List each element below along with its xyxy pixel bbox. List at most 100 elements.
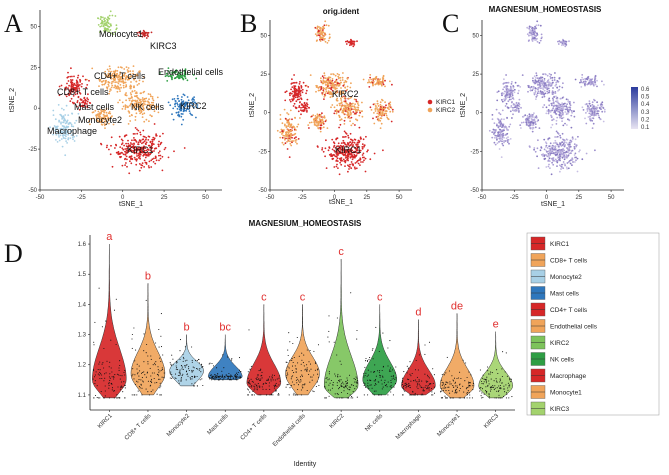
panel-a-point bbox=[108, 111, 111, 113]
violin-point-endothelial-cells bbox=[301, 374, 303, 376]
panel-a-point bbox=[125, 66, 128, 68]
panel-a-point bbox=[126, 69, 129, 71]
panel-a-x-tick-label: 50 bbox=[202, 195, 209, 201]
panel-a-point bbox=[179, 74, 182, 76]
panel-c-point bbox=[505, 88, 508, 91]
violin-point-cd4-t-cells bbox=[269, 394, 271, 396]
violin-point-cd8-t-cells bbox=[158, 346, 160, 348]
panel-a-point bbox=[104, 118, 107, 120]
panel-b-point bbox=[314, 33, 317, 35]
panel-c-point bbox=[574, 78, 577, 81]
panel-b-point bbox=[294, 81, 296, 84]
panel-c-point bbox=[570, 126, 573, 129]
panel-b-point bbox=[356, 40, 358, 43]
panel-c-point bbox=[541, 36, 543, 39]
panel-a-point bbox=[139, 133, 142, 136]
panel-a-point bbox=[68, 122, 70, 124]
panel-a-point bbox=[191, 99, 194, 101]
panel-a-point bbox=[145, 136, 148, 139]
panel-a-point bbox=[141, 138, 144, 141]
violin-point-cd8-t-cells bbox=[151, 382, 153, 384]
panel-b-point bbox=[389, 110, 392, 113]
panel-b-point bbox=[349, 120, 351, 122]
panel-a-point bbox=[173, 77, 176, 80]
panel-b-point bbox=[328, 79, 331, 82]
panel-c-point bbox=[502, 88, 504, 91]
panel-c-point bbox=[551, 93, 554, 95]
panel-b-point bbox=[357, 106, 360, 109]
violin-point-cd4-t-cells bbox=[273, 387, 275, 389]
panel-c-point bbox=[558, 77, 561, 79]
panel-a-point bbox=[124, 86, 127, 88]
panel-c-point bbox=[493, 122, 496, 125]
panel-c-point bbox=[581, 106, 584, 109]
panel-c-point bbox=[533, 38, 536, 41]
panel-a-point bbox=[79, 81, 82, 83]
panel-b-point bbox=[331, 78, 334, 80]
panel-a-point bbox=[159, 154, 162, 157]
panel-c-point bbox=[572, 110, 575, 113]
panel-c-point bbox=[531, 40, 534, 42]
panel-b-point bbox=[391, 108, 394, 111]
panel-c-point bbox=[576, 157, 579, 160]
panel-b-point bbox=[350, 167, 353, 170]
violin-point-cd4-t-cells bbox=[258, 394, 260, 396]
violin-point-cd8-t-cells bbox=[138, 375, 140, 377]
violin-point-endothelial-cells bbox=[289, 359, 291, 362]
violin-point-monocyte2 bbox=[185, 371, 188, 373]
panel-c-point bbox=[566, 147, 568, 149]
panel-a-point bbox=[92, 117, 95, 120]
panel-b-point bbox=[343, 119, 346, 122]
violin-point-kirc1 bbox=[121, 386, 123, 388]
panel-b-point bbox=[336, 157, 339, 160]
panel-c-point bbox=[514, 110, 517, 113]
panel-b-point bbox=[329, 91, 331, 94]
panel-b-point bbox=[335, 155, 338, 158]
panel-a-point bbox=[157, 111, 160, 114]
panel-a-point bbox=[71, 75, 73, 78]
panel-a-point bbox=[74, 122, 76, 124]
panel-a-point bbox=[149, 140, 152, 143]
panel-c-point bbox=[570, 114, 573, 117]
panel-b-point bbox=[291, 98, 293, 101]
panel-b-point bbox=[297, 90, 300, 93]
panel-a-point bbox=[135, 91, 138, 94]
panel-a-point bbox=[109, 10, 112, 13]
violin-point-monocyte2 bbox=[178, 380, 180, 382]
panel-a-point bbox=[181, 74, 184, 77]
panel-b-point bbox=[340, 101, 343, 103]
panel-b-point bbox=[377, 105, 380, 107]
panel-a-point bbox=[104, 27, 107, 29]
panel-b-point bbox=[319, 29, 322, 31]
panel-a-point bbox=[165, 72, 168, 75]
violin-point-kirc1 bbox=[103, 347, 105, 350]
violin-point-cd4-t-cells bbox=[277, 394, 279, 396]
panel-c-point bbox=[589, 119, 592, 122]
panel-a-point bbox=[141, 113, 144, 116]
panel-a-point bbox=[76, 76, 79, 79]
panel-a-point bbox=[135, 80, 138, 83]
violin-point-nk-cells bbox=[375, 390, 377, 392]
violin-point-monocyte2 bbox=[191, 383, 193, 385]
panel-a-point bbox=[133, 99, 135, 102]
panel-a-point bbox=[132, 65, 135, 67]
panel-a-point bbox=[94, 109, 97, 112]
panel-c-point bbox=[510, 87, 513, 90]
panel-b-point bbox=[354, 167, 356, 170]
panel-c-point bbox=[510, 105, 513, 107]
violin-point-cd4-t-cells bbox=[247, 371, 249, 373]
panel-c-colorbar-ticks: 0.60.50.40.30.20.1 bbox=[641, 87, 650, 131]
violin-point-endothelial-cells bbox=[312, 390, 314, 392]
panel-a-point bbox=[113, 86, 115, 89]
panel-b-point bbox=[317, 29, 320, 32]
panel-b-point bbox=[289, 109, 292, 112]
panel-c-point bbox=[501, 142, 504, 145]
panel-a-point bbox=[99, 116, 101, 118]
panel-c-point bbox=[522, 121, 525, 124]
panel-a-point bbox=[112, 77, 115, 80]
violin-point-nk-cells bbox=[363, 382, 365, 384]
violin-point-kirc2 bbox=[345, 383, 347, 385]
panel-b-point bbox=[332, 84, 334, 87]
violin-point-mast-cells bbox=[215, 377, 217, 379]
panel-a-point bbox=[173, 98, 176, 100]
